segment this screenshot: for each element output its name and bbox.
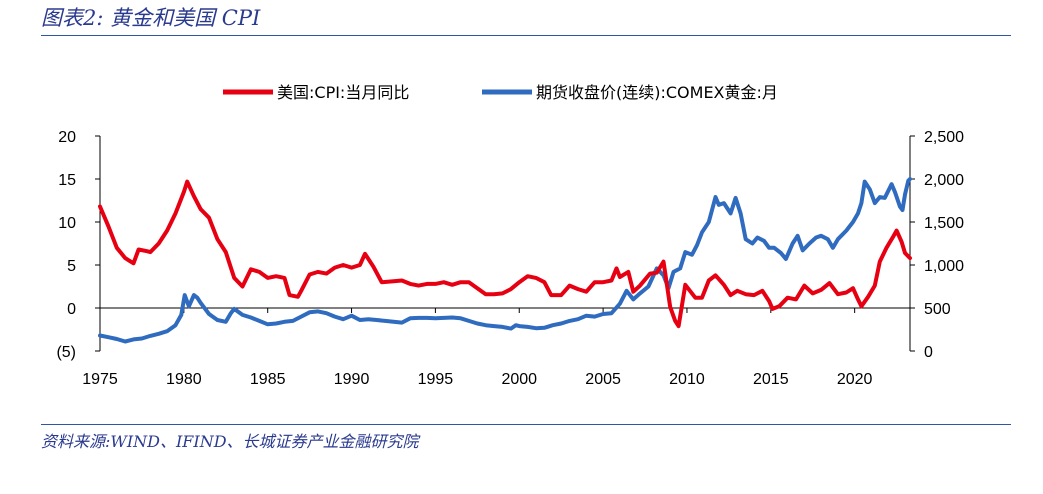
x-tick-label: 2020 <box>837 371 873 388</box>
right-tick-label: 500 <box>924 301 951 318</box>
x-tick-label: 1975 <box>82 371 118 388</box>
x-tick-label: 2010 <box>669 371 705 388</box>
left-y-axis: (5) 0 5 10 15 20 <box>56 129 101 361</box>
left-tick-label: 5 <box>67 258 76 275</box>
x-tick-label: 1995 <box>418 371 454 388</box>
series-layer <box>98 177 912 344</box>
series-line-cpi <box>98 179 912 329</box>
legend: 美国:CPI:当月同比 期货收盘价(连续):COMEX黄金:月 <box>223 83 778 102</box>
legend-label-gold: 期货收盘价(连续):COMEX黄金:月 <box>536 83 778 102</box>
right-tick-label: 1,000 <box>924 258 964 275</box>
left-tick-label: 0 <box>67 301 76 318</box>
left-tick-label: 20 <box>58 129 76 146</box>
bottom-rule <box>41 424 1011 425</box>
x-tick-label: 1980 <box>166 371 202 388</box>
right-tick-label: 2,000 <box>924 172 964 189</box>
right-tick-label: 2,500 <box>924 129 964 146</box>
chart: 美国:CPI:当月同比 期货收盘价(连续):COMEX黄金:月 (5) 0 5 10 1… <box>56 83 964 388</box>
x-tick-label: 1985 <box>250 371 286 388</box>
left-tick-label: 10 <box>58 215 76 232</box>
x-tick-label: 2005 <box>585 371 621 388</box>
x-tick-label: 2015 <box>753 371 789 388</box>
right-y-axis: 0 500 1,000 1,500 2,000 2,500 <box>909 129 964 361</box>
left-tick-label: (5) <box>56 344 76 361</box>
x-tick-label: 1990 <box>334 371 370 388</box>
legend-label-cpi: 美国:CPI:当月同比 <box>277 83 409 102</box>
right-tick-label: 0 <box>924 344 933 361</box>
top-rule <box>41 35 1011 36</box>
figure-title: 图表2: 黄金和美国 CPI <box>41 6 261 30</box>
right-tick-label: 1,500 <box>924 215 964 232</box>
left-tick-label: 15 <box>58 172 76 189</box>
x-tick-label: 2000 <box>501 371 537 388</box>
source-note: 资料来源:WIND、IFIND、长城证券产业金融研究院 <box>41 432 419 451</box>
x-axis: 1975 1980 1985 1990 1995 2000 2005 2010 2015 2020 <box>82 308 873 388</box>
series-line-gold <box>98 177 912 344</box>
